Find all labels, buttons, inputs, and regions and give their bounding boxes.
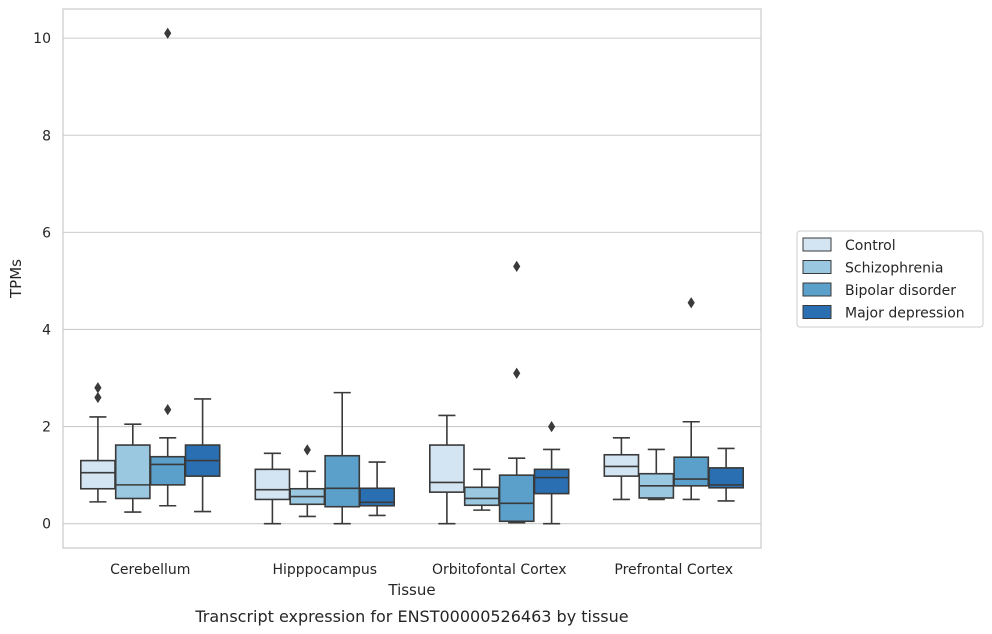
x-tick-label: Hipppocampus — [272, 562, 377, 578]
legend-swatch — [802, 237, 832, 252]
box-bipolar-disorder — [324, 391, 361, 525]
box-major-depression — [184, 398, 221, 513]
y-tick-label: 2 — [42, 420, 51, 436]
y-tick-label: 8 — [42, 128, 51, 144]
y-tick-label: 4 — [42, 322, 51, 338]
box-iqr — [149, 455, 186, 486]
x-tick-label: Prefrontal Cortex — [614, 562, 733, 578]
box-iqr — [324, 454, 361, 508]
legend-label: Bipolar disorder — [845, 283, 956, 299]
box-major-depression — [533, 420, 570, 525]
outlier-point — [303, 444, 311, 456]
box-control — [428, 414, 465, 525]
box-iqr — [463, 486, 500, 507]
outlier-point — [164, 403, 172, 416]
outlier-point — [164, 27, 172, 39]
box-bipolar-disorder — [149, 27, 186, 507]
y-tick-labels: 0 2 4 6 8 10 — [33, 31, 51, 533]
legend: Control Schizophrenia Bipolar disorder Majo… — [796, 230, 984, 328]
outlier-point — [513, 367, 521, 379]
box-major-depression — [359, 461, 396, 517]
legend-swatch — [802, 305, 832, 319]
y-axis-label: TPMs — [7, 259, 25, 299]
x-tick-label: Cerebellum — [110, 562, 190, 578]
box-iqr — [79, 459, 116, 490]
grid-lines — [63, 37, 761, 525]
legend-label: Schizophrenia — [845, 261, 943, 277]
outlier-point — [94, 382, 102, 394]
legend-frame — [796, 230, 984, 328]
legend-swatch — [802, 260, 832, 274]
x-axis-label: Tissue — [387, 581, 435, 599]
box-schizophrenia — [289, 444, 326, 518]
box-bipolar-disorder — [498, 260, 535, 524]
box-schizophrenia — [114, 423, 151, 513]
plot-frame — [62, 8, 762, 549]
x-tick-labels: Cerebellum Hipppocampus Orbitofontal Corte… — [110, 562, 733, 578]
outlier-point — [94, 391, 102, 404]
outlier-point — [513, 260, 521, 272]
y-tick-label: 6 — [42, 225, 51, 241]
box-bipolar-disorder — [673, 297, 710, 501]
legend-swatch — [802, 282, 832, 297]
box-iqr — [673, 456, 710, 487]
box-schizophrenia — [638, 448, 675, 501]
box-iqr — [708, 467, 745, 489]
box-control — [254, 452, 291, 525]
box-iqr — [498, 474, 535, 523]
legend-label: Major depression — [845, 306, 965, 322]
box-control — [603, 436, 640, 501]
box-schizophrenia — [463, 468, 500, 511]
x-tick-label: Orbitofontal Cortex — [432, 562, 567, 578]
box-iqr — [114, 444, 151, 500]
y-tick-label: 0 — [42, 517, 51, 533]
legend-label: Control — [845, 238, 896, 254]
outlier-point — [687, 297, 695, 309]
outlier-point — [548, 420, 556, 433]
box-iqr — [359, 487, 396, 507]
box-iqr — [428, 444, 465, 493]
y-tick-label: 10 — [33, 31, 51, 47]
box-iqr — [254, 468, 291, 501]
box-groups — [79, 27, 745, 525]
box-control — [79, 382, 116, 503]
box-major-depression — [708, 447, 745, 502]
chart-caption: Transcript expression for ENST0000052646… — [194, 607, 628, 626]
box-iqr — [533, 468, 570, 495]
box-iqr — [603, 453, 640, 477]
